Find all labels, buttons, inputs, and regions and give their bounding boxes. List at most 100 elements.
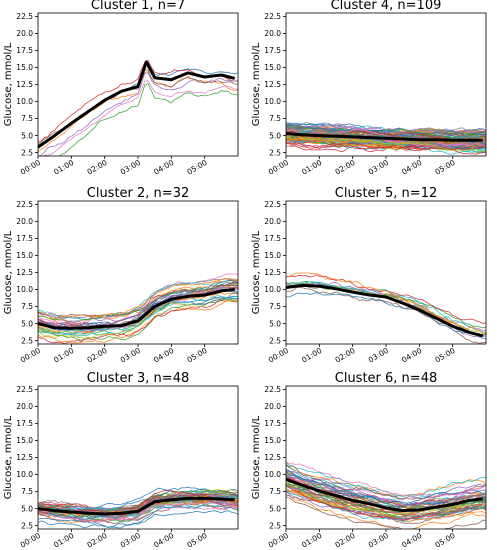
y-tick-label: 12.5 [16, 453, 33, 462]
y-tick-label: 12.5 [264, 268, 281, 277]
member-trace [286, 485, 486, 520]
chart-panel-1: Cluster 1, n=7 Glucose, mmol/L 2.5 5.0 7.5 10… [3, 0, 239, 177]
x-tick-label: 00:00 [19, 531, 42, 550]
y-tick-label: 20.0 [16, 29, 33, 38]
x-tick-label: 04:00 [400, 158, 423, 177]
y-tick-label: 5.0 [269, 131, 281, 140]
y-tick-label: 22.5 [264, 12, 281, 21]
member-trace [286, 127, 486, 141]
member-trace [286, 141, 486, 155]
y-tick-label: 12.5 [16, 268, 33, 277]
y-tick-label: 22.5 [16, 385, 33, 394]
x-tick-label: 04:00 [400, 346, 423, 365]
y-tick-label: 22.5 [16, 12, 33, 21]
x-tick-label: 00:00 [19, 158, 42, 177]
member-trace [286, 292, 486, 337]
series-group [286, 272, 486, 344]
member-trace [39, 72, 238, 156]
chart-panel-2: Cluster 2, n=32 Glucose, mmol/L 2.5 5.0 7.5 1… [3, 186, 239, 365]
x-tick-label: 04:00 [152, 158, 175, 177]
x-tick-label: 04:00 [400, 531, 423, 550]
y-tick-label: 17.5 [16, 234, 33, 243]
x-tick-label: 01:00 [300, 158, 323, 177]
x-tick-label: 02:00 [333, 346, 356, 365]
y-tick-label: 15.0 [16, 436, 33, 445]
y-tick-label: 20.0 [264, 402, 281, 411]
y-axis-label: Glucose, mmol/L [3, 42, 14, 126]
y-tick-label: 7.5 [269, 487, 281, 496]
member-trace [38, 277, 238, 322]
series-group [38, 486, 238, 529]
chart-panel-4: Cluster 4, n=109 Glucose, mmol/L 2.5 5.0 7.5… [251, 0, 487, 177]
member-trace [38, 278, 238, 320]
x-tick-label: 00:00 [267, 158, 290, 177]
chart-panel-6: Cluster 6, n=48 Glucose, mmol/L 2.5 5.0 7.5 1… [251, 371, 487, 550]
y-tick-label: 2.5 [269, 336, 281, 345]
chart-title: Cluster 4, n=109 [331, 0, 442, 13]
x-tick-label: 02:00 [85, 346, 108, 365]
x-tick-label: 05:00 [185, 531, 208, 550]
y-tick-label: 20.0 [264, 217, 281, 226]
chart-title: Cluster 6, n=48 [335, 371, 437, 386]
y-tick-label: 5.0 [21, 504, 33, 513]
chart-title: Cluster 5, n=12 [335, 186, 437, 201]
y-tick-label: 22.5 [264, 200, 281, 209]
x-tick-label: 03:00 [367, 158, 390, 177]
member-trace [43, 80, 238, 156]
member-trace [286, 272, 486, 335]
y-tick-label: 15.0 [16, 251, 33, 260]
member-trace [286, 461, 486, 497]
member-trace [38, 299, 238, 344]
x-tick-label: 05:00 [433, 531, 456, 550]
series-group [286, 121, 486, 155]
y-tick-label: 12.5 [264, 453, 281, 462]
y-axis-label: Glucose, mmol/L [3, 415, 14, 499]
y-tick-label: 5.0 [269, 504, 281, 513]
y-tick-label: 5.0 [21, 131, 33, 140]
x-tick-label: 00:00 [19, 346, 42, 365]
y-tick-label: 15.0 [264, 436, 281, 445]
member-trace [286, 130, 486, 146]
series-group [38, 59, 238, 156]
series-group [286, 461, 486, 529]
mean-line [38, 288, 235, 330]
x-tick-label: 00:00 [267, 531, 290, 550]
y-tick-label: 10.0 [264, 97, 281, 106]
y-tick-label: 17.5 [264, 419, 281, 428]
mean-line [286, 477, 483, 513]
y-tick-label: 7.5 [21, 302, 33, 311]
x-tick-label: 05:00 [433, 158, 456, 177]
chart-panel-5: Cluster 5, n=12 Glucose, mmol/L 2.5 5.0 7.5 1… [251, 186, 487, 365]
member-trace [38, 281, 238, 318]
member-trace [286, 471, 486, 505]
y-tick-label: 12.5 [16, 80, 33, 89]
x-tick-label: 03:00 [367, 346, 390, 365]
y-tick-label: 10.0 [264, 470, 281, 479]
x-tick-label: 03:00 [119, 158, 142, 177]
member-trace [286, 464, 486, 498]
y-axis-label: Glucose, mmol/L [3, 230, 14, 314]
x-tick-label: 02:00 [333, 158, 356, 177]
x-tick-label: 01:00 [52, 158, 75, 177]
y-tick-label: 22.5 [16, 200, 33, 209]
y-tick-label: 5.0 [21, 319, 33, 328]
x-tick-label: 05:00 [185, 346, 208, 365]
member-trace [286, 133, 486, 152]
x-tick-label: 02:00 [85, 158, 108, 177]
member-trace [38, 279, 238, 325]
x-tick-label: 01:00 [300, 531, 323, 550]
y-tick-label: 10.0 [264, 285, 281, 294]
y-tick-label: 15.0 [16, 63, 33, 72]
member-trace [59, 83, 238, 156]
y-tick-label: 17.5 [16, 419, 33, 428]
x-tick-label: 02:00 [85, 531, 108, 550]
x-tick-label: 03:00 [119, 531, 142, 550]
chart-panel-3: Cluster 3, n=48 Glucose, mmol/L 2.5 5.0 7.5 1… [3, 371, 239, 550]
member-trace [38, 501, 238, 523]
x-tick-label: 01:00 [300, 346, 323, 365]
y-tick-label: 20.0 [264, 29, 281, 38]
member-trace [38, 277, 238, 319]
member-trace [286, 484, 486, 516]
x-tick-label: 02:00 [333, 531, 356, 550]
y-tick-label: 5.0 [269, 319, 281, 328]
